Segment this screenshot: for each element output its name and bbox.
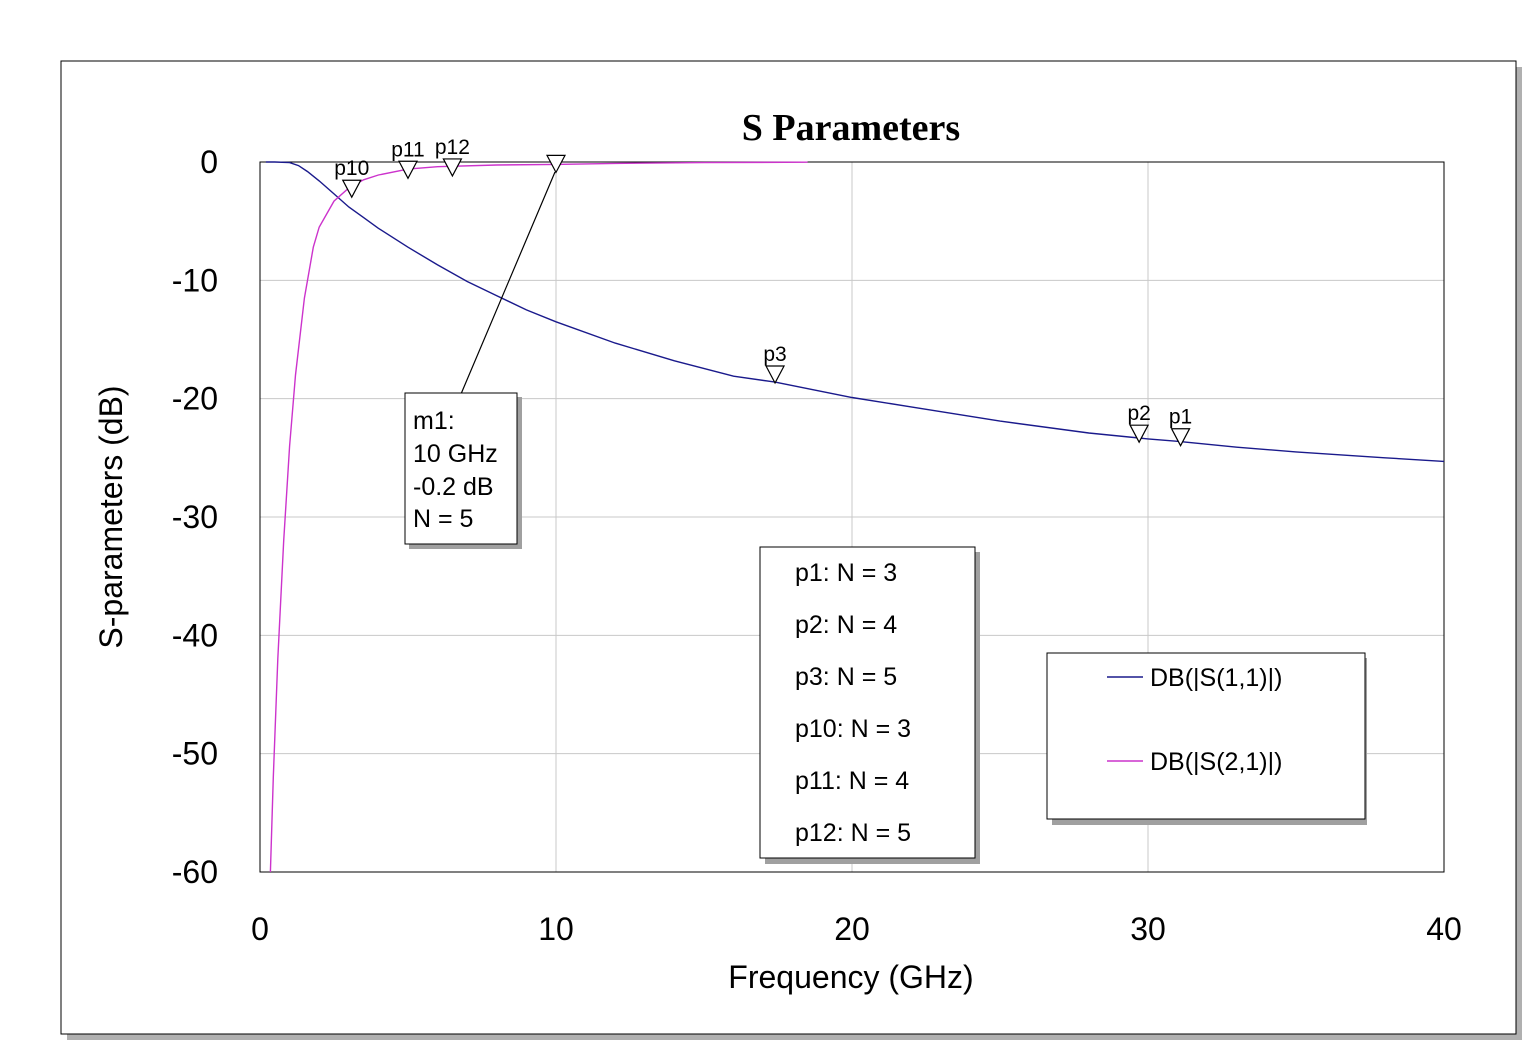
y-tick-label: -40 (172, 617, 218, 653)
y-tick-label: -30 (172, 499, 218, 535)
y-axis-label: S-parameters (dB) (93, 385, 129, 648)
note-line-p12: p12: N = 5 (795, 819, 911, 847)
plot-area (259, 161, 1445, 873)
note-line-p3: p3: N = 5 (795, 663, 897, 691)
note-line-p2: p2: N = 4 (795, 611, 897, 639)
y-tick-label: -60 (172, 854, 218, 890)
legend-label-s21: DB(|S(2,1)|) (1150, 748, 1282, 776)
note-line-p10: p10: N = 3 (795, 715, 911, 743)
chart-title: S Parameters (742, 107, 960, 149)
marker-m1 (546, 154, 566, 174)
marker-label-p3: p3 (763, 343, 786, 366)
x-tick-label: 20 (834, 911, 870, 947)
note-box (759, 546, 976, 859)
marker-label-p11: p11 (391, 138, 424, 161)
m1-leader-line (460, 171, 556, 395)
marker-p10 (341, 179, 362, 199)
y-tick-label: -50 (172, 736, 218, 772)
marker-label-p12: p12 (435, 136, 470, 159)
series-line-s11 (265, 161, 1445, 463)
y-tick-label: -20 (172, 381, 218, 417)
x-axis-label: Frequency (GHz) (728, 959, 973, 995)
marker-p1 (1170, 428, 1191, 447)
marker-label-p2: p2 (1127, 402, 1150, 425)
marker-label-p1: p1 (1169, 406, 1192, 429)
marker-p12 (442, 158, 463, 178)
marker-p2 (1129, 424, 1150, 444)
series-line-s21 (269, 161, 808, 873)
note-line-p11: p11: N = 4 (795, 767, 909, 795)
note-line-p1: p1: N = 3 (795, 559, 897, 587)
x-tick-label: 30 (1130, 911, 1166, 947)
m1-line-4: N = 5 (413, 505, 473, 533)
x-tick-label: 40 (1426, 911, 1462, 947)
m1-line-2: 10 GHz (413, 440, 498, 468)
y-tick-label: 0 (200, 144, 218, 180)
x-tick-label: 10 (538, 911, 574, 947)
x-tick-label: 0 (251, 911, 269, 947)
m1-line-3: -0.2 dB (413, 473, 494, 501)
marker-p3 (765, 365, 786, 385)
y-tick-label: -10 (172, 262, 218, 298)
marker-label-p10: p10 (334, 157, 369, 180)
legend-label-s11: DB(|S(1,1)|) (1150, 664, 1282, 692)
marker-p11 (398, 160, 418, 180)
m1-line-1: m1: (413, 407, 455, 435)
legend-box (1046, 652, 1366, 820)
m1-box (404, 392, 518, 545)
